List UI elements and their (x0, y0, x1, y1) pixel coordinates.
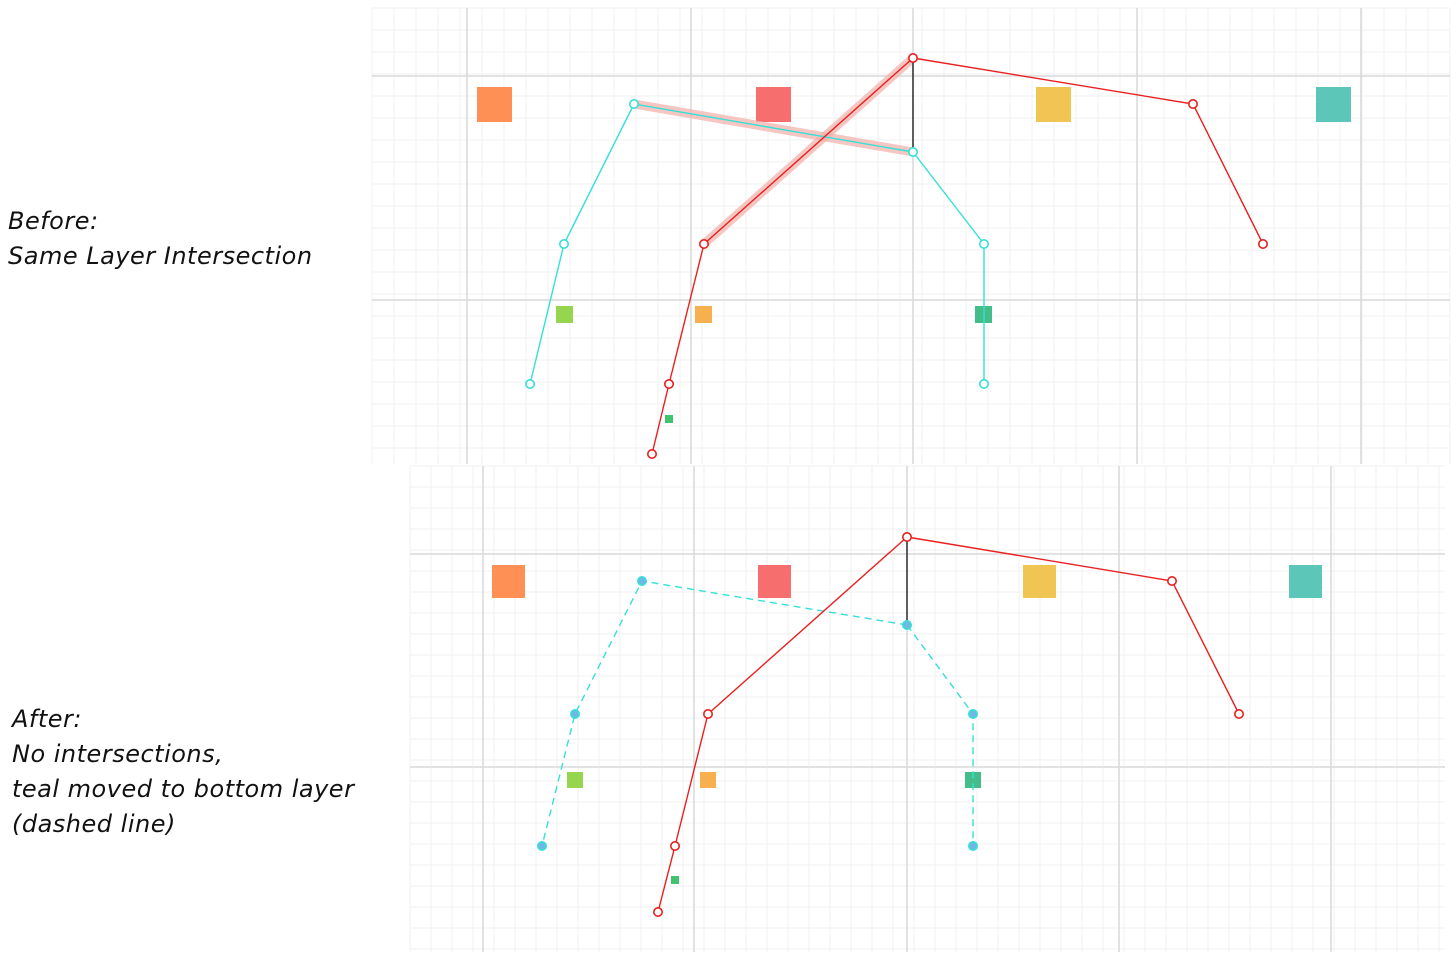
teal-node-icon (569, 708, 580, 719)
red-route (906, 536, 1240, 715)
teal-route (529, 103, 914, 385)
red-node-icon (1258, 239, 1269, 250)
teal-node-icon (967, 840, 978, 851)
component-yellow (1023, 565, 1056, 598)
red-node-icon (1188, 99, 1199, 110)
pad-small (665, 415, 673, 423)
red-node-icon (907, 52, 918, 63)
after-caption-line-3: teal moved to bottom layer (12, 775, 355, 803)
before-caption-line-2: Same Layer Intersection (8, 242, 313, 270)
after-panel (409, 465, 1445, 952)
component-orange (477, 87, 512, 122)
pad-lime (556, 306, 573, 323)
teal-route (912, 151, 985, 384)
red-node-icon (702, 708, 713, 719)
red-route (657, 536, 908, 913)
component-red (758, 565, 791, 598)
teal-node-icon (524, 378, 535, 389)
after-caption-line-1: After: (12, 705, 82, 733)
red-node-icon (646, 448, 657, 459)
component-yellow (1036, 87, 1071, 122)
red-node-icon (698, 239, 709, 250)
component-red (756, 87, 791, 122)
red-node-icon (652, 906, 663, 917)
after-caption-line-2: No intersections, (12, 740, 224, 768)
teal-node-icon (628, 99, 639, 110)
red-node-icon (669, 840, 680, 851)
component-teal (1289, 565, 1322, 598)
teal-route (541, 580, 908, 847)
before-panel (371, 7, 1451, 464)
teal-node-icon (978, 378, 989, 389)
teal-node-icon (967, 708, 978, 719)
after-caption-line-4: (dashed line) (12, 810, 176, 838)
teal-route (906, 624, 974, 846)
red-node-icon (901, 531, 912, 542)
before-caption-line-1: Before: (8, 207, 99, 235)
red-route (651, 57, 914, 455)
teal-node-icon (907, 147, 918, 158)
pad-lime (567, 772, 583, 788)
teal-node-icon (558, 239, 569, 250)
red-node-icon (1234, 708, 1245, 719)
teal-node-icon (978, 239, 989, 250)
component-orange (492, 565, 525, 598)
red-node-icon (1167, 575, 1178, 586)
before-caption: Before: Same Layer Intersection (8, 204, 313, 274)
component-teal (1316, 87, 1351, 122)
teal-node-icon (901, 619, 912, 630)
pad-amber (695, 306, 712, 323)
pad-small (671, 876, 679, 884)
pad-amber (700, 772, 716, 788)
pad-green (965, 772, 981, 788)
red-node-icon (663, 378, 674, 389)
after-caption: After: No intersections, teal moved to b… (12, 702, 354, 842)
teal-node-icon (636, 575, 647, 586)
teal-node-icon (536, 840, 547, 851)
